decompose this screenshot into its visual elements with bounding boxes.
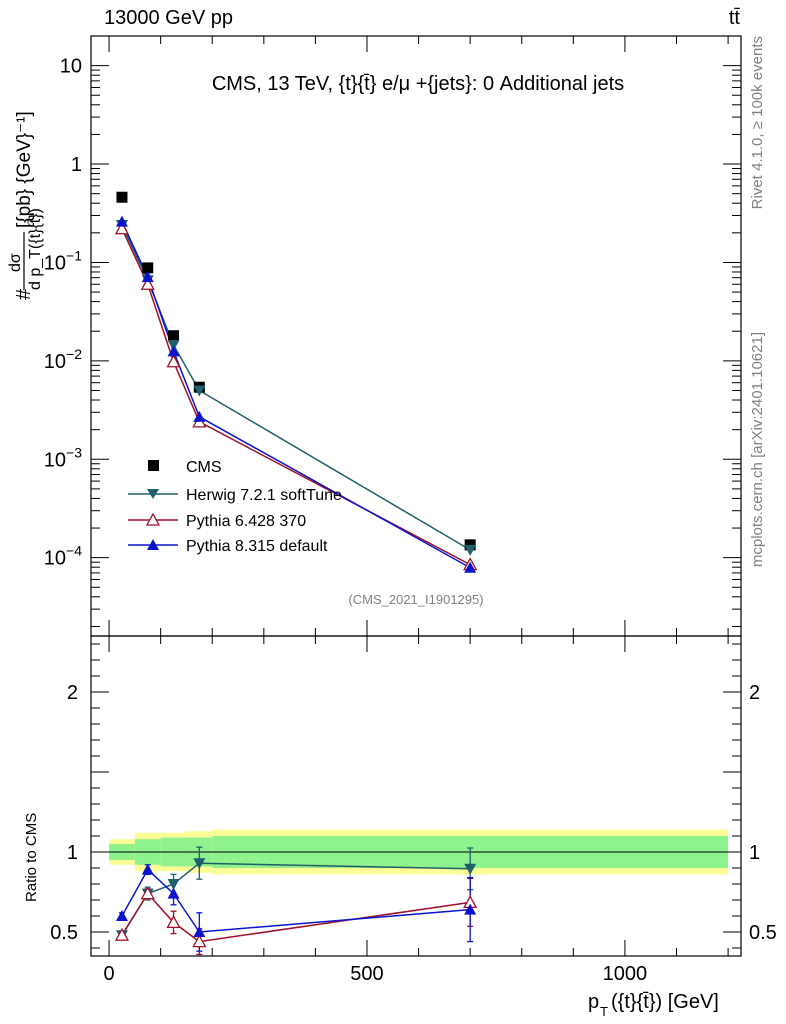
main-point-series-0: [168, 330, 180, 342]
legend: CMS Herwig 7.2.1 softTune Pythia 6.428 3…: [128, 459, 342, 555]
main-y-tick-label: 10−4: [44, 543, 82, 570]
legend-item-cms: CMS: [148, 459, 222, 476]
ratio-y-tick-label-right: 0.5: [749, 922, 777, 944]
header-process: tt̄: [729, 7, 741, 29]
ratio-axis-ticks: [91, 636, 741, 956]
ratio-plot-panel: 0.5 0.5 1 1 2 2 0 500 1000 Ratio to CMS p T ({t…: [23, 635, 777, 1019]
ratio-point-series-1: [114, 927, 130, 941]
ratio-x-tick-label: 500: [350, 963, 383, 985]
x-label-p: p: [588, 991, 599, 1013]
main-point-series-0: [464, 539, 476, 551]
main-y-tick-label: 10−1: [44, 247, 82, 274]
main-y-tick-labels: 10 1 10−1 10−2 10−3 10−4: [44, 56, 82, 570]
main-point-series-1: [193, 385, 206, 397]
ratio-x-tick-label: 1000: [603, 963, 648, 985]
main-axis-ticks: [91, 35, 741, 636]
ratio-y-tick-labels: 0.5 0.5 1 1 2 2: [50, 682, 777, 944]
legend-marker-pythia8: [147, 539, 159, 550]
ratio-point-series-2: [167, 887, 180, 899]
ratio-point-series-1: [140, 886, 155, 900]
ratio-point-series-2: [464, 903, 477, 915]
ratio-point-series-1: [166, 915, 181, 929]
main-y-tick-label: 1: [71, 154, 82, 176]
y-label-denominator: d p_T({t}{t̄}): [27, 208, 44, 290]
main-point-series-3: [141, 271, 154, 283]
ratio-x-tick-labels: 0 500 1000: [103, 963, 647, 985]
analysis-watermark: (CMS_2021_I1901295): [348, 592, 483, 607]
ratio-point-series-1: [192, 934, 207, 948]
ratio-plot-frame: [90, 635, 742, 957]
x-label-rest: ({t}{t̄}) [GeV]: [611, 991, 719, 1013]
main-y-axis-label: # dσ d p_T({t}{t̄}) [{pb} {GeV}⁻¹]: [7, 111, 44, 300]
legend-marker-pythia6: [145, 512, 161, 526]
legend-item-herwig: Herwig 7.2.1 softTune: [128, 487, 342, 504]
ratio-y-axis-label: Ratio to CMS: [23, 813, 40, 902]
ratio-y-tick-label: 0.5: [50, 922, 78, 944]
header-energy: 13000 GeV pp: [104, 7, 233, 29]
ratio-y-tick-label: 2: [67, 682, 78, 704]
main-point-series-3: [464, 561, 477, 573]
ratio-x-tick-label: 0: [103, 963, 114, 985]
legend-label-herwig: Herwig 7.2.1 softTune: [186, 487, 342, 504]
ratio-point-series-0: [464, 863, 477, 875]
main-chart-title: CMS, 13 TeV, {t}{t̄} e/μ +{jets}: 0 Addi…: [212, 73, 624, 95]
main-series-markers: [114, 191, 478, 573]
legend-item-pythia8: Pythia 8.315 default: [128, 538, 328, 555]
main-point-series-2: [140, 276, 155, 290]
legend-item-pythia6: Pythia 6.428 370: [128, 512, 306, 530]
main-point-series-1: [464, 544, 477, 556]
main-point-series-2: [114, 221, 130, 235]
y-label-units: [{pb} {GeV}⁻¹]: [14, 111, 35, 228]
y-label-numerator: dσ: [7, 253, 24, 272]
ratio-series-markers: [114, 858, 478, 948]
mcplots-label: mcplots.cern.ch [arXiv:2401.10621]: [749, 332, 766, 567]
main-point-series-3: [167, 345, 180, 357]
legend-marker-cms: [148, 460, 159, 471]
ratio-point-series-0: [167, 879, 180, 890]
main-y-tick-label: 10−3: [44, 444, 82, 471]
ratio-y-tick-label: 1: [67, 842, 78, 864]
rivet-label: Rivet 4.1.0, ≥ 100k events: [749, 36, 766, 209]
main-point-series-2: [166, 354, 181, 368]
ratio-y-tick-label-right: 1: [749, 842, 760, 864]
legend-marker-herwig: [147, 489, 159, 499]
ratio-x-axis-label: p T ({t}{t̄}) [GeV]: [588, 991, 719, 1019]
main-point-series-0: [116, 191, 128, 203]
main-y-tick-label: 10: [60, 56, 82, 78]
main-point-series-3: [193, 410, 206, 422]
main-plot-panel: 10 1 10−1 10−2 10−3 10−4 CMS, 13 TeV, {t}{t̄}…: [7, 35, 742, 637]
ratio-point-series-2: [115, 910, 128, 921]
ratio-point-series-0: [193, 858, 206, 870]
main-point-series-3: [115, 215, 128, 227]
ratio-point-series-2: [141, 863, 154, 875]
ratio-point-series-2: [193, 926, 206, 937]
x-label-subscript: T: [600, 1004, 608, 1019]
main-point-series-0: [142, 262, 154, 274]
legend-label-pythia6: Pythia 6.428 370: [186, 513, 306, 530]
main-y-tick-label: 10−2: [44, 346, 82, 373]
ratio-y-tick-label-right: 2: [749, 682, 760, 704]
legend-label-pythia8: Pythia 8.315 default: [186, 538, 328, 555]
legend-label-cms: CMS: [186, 459, 222, 476]
y-label-hash: #: [13, 288, 35, 300]
